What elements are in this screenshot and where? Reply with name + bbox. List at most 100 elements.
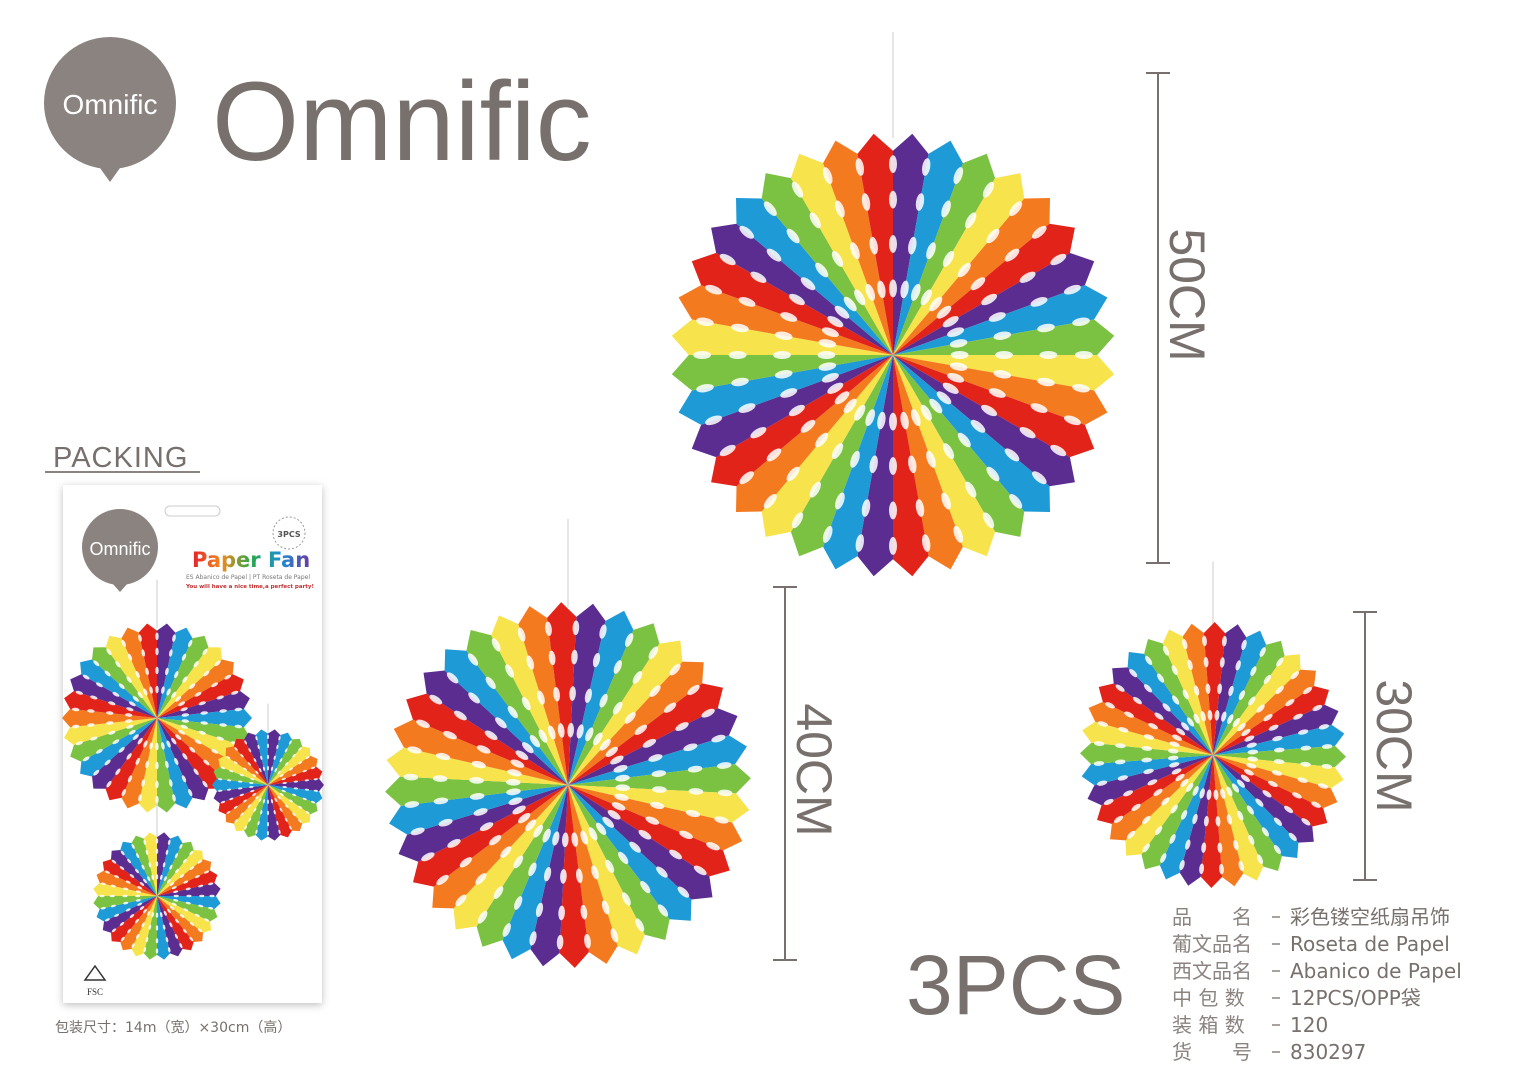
fan-segment bbox=[157, 896, 218, 922]
fan-hole bbox=[1235, 660, 1241, 671]
fan-hole bbox=[255, 770, 259, 775]
fan-hole bbox=[198, 701, 206, 706]
fan-segment bbox=[157, 674, 244, 718]
fan-segment bbox=[92, 718, 157, 789]
fan-hole bbox=[255, 795, 259, 800]
fan-hole bbox=[1221, 635, 1227, 647]
fan-hole bbox=[155, 861, 159, 867]
fan-hole bbox=[854, 289, 866, 306]
fan-hole bbox=[108, 730, 116, 735]
fan-hole bbox=[104, 670, 111, 677]
fan-segment bbox=[1125, 755, 1213, 856]
fan-segment bbox=[1213, 745, 1346, 768]
fan-segment bbox=[157, 896, 194, 951]
fan-hole bbox=[717, 789, 733, 797]
fan-segment bbox=[547, 602, 577, 785]
fan-hole bbox=[169, 864, 173, 870]
fan-hole bbox=[1032, 225, 1047, 239]
fan-hole bbox=[1199, 863, 1205, 875]
fan-hole bbox=[165, 849, 169, 855]
fan-hole bbox=[447, 838, 461, 848]
fan-hole bbox=[284, 817, 288, 822]
fan-hole bbox=[163, 876, 167, 882]
fan-hole bbox=[1228, 685, 1234, 697]
fan-hole bbox=[1063, 415, 1081, 426]
fan-hole bbox=[202, 648, 208, 656]
fan-hole bbox=[1037, 377, 1055, 387]
fan-segment bbox=[423, 670, 568, 785]
fan-hole bbox=[1244, 735, 1255, 742]
fan-hole bbox=[145, 760, 149, 769]
fan-hole bbox=[1176, 728, 1186, 736]
fan-hole bbox=[855, 534, 865, 552]
fan-hole bbox=[135, 671, 140, 679]
fan-hole bbox=[122, 894, 128, 898]
fan-hole bbox=[304, 788, 310, 791]
fan-hole bbox=[304, 779, 310, 782]
fan-hole bbox=[129, 874, 135, 878]
fan-hole bbox=[538, 729, 548, 743]
fan-hole bbox=[981, 404, 998, 417]
fan-segment bbox=[96, 896, 157, 922]
fan-hole bbox=[174, 853, 178, 858]
fan-hole bbox=[282, 781, 287, 785]
fan-hole bbox=[278, 736, 281, 741]
fan-hole bbox=[809, 481, 821, 498]
fan-hole bbox=[900, 411, 909, 430]
fan-hole bbox=[262, 766, 266, 771]
fan-hole bbox=[90, 695, 98, 700]
fan-hole bbox=[167, 878, 171, 884]
fan-hole bbox=[560, 869, 567, 884]
fan-hole bbox=[292, 753, 296, 758]
fan-hole bbox=[143, 908, 147, 914]
fan-hole bbox=[240, 812, 244, 817]
fan-hole bbox=[155, 761, 159, 770]
fan-segment bbox=[736, 355, 893, 512]
fan-hole bbox=[861, 193, 871, 211]
fan-hole bbox=[1220, 788, 1226, 799]
fan-hole bbox=[1241, 639, 1247, 651]
fan-segment bbox=[1159, 755, 1213, 880]
fan-hole bbox=[982, 181, 995, 198]
fan-hole bbox=[920, 404, 932, 421]
fan-hole bbox=[1262, 790, 1272, 798]
fan-hole bbox=[908, 236, 917, 255]
fan-hole bbox=[929, 296, 943, 312]
fan-hole bbox=[505, 778, 521, 786]
fan-segment bbox=[233, 785, 268, 832]
fan-hole bbox=[131, 943, 135, 948]
fan-hole bbox=[126, 676, 132, 683]
fan-hole bbox=[572, 620, 580, 636]
fan-hole bbox=[147, 910, 151, 916]
fan-hole bbox=[780, 388, 798, 398]
fan-hole bbox=[234, 707, 243, 712]
fan-hole bbox=[218, 778, 223, 781]
fan-segment bbox=[157, 718, 193, 809]
fan-segment bbox=[111, 896, 157, 942]
fan-hole bbox=[537, 690, 545, 705]
fan-hole bbox=[688, 788, 704, 795]
fan-hole bbox=[204, 870, 209, 874]
fan-segment bbox=[406, 693, 568, 785]
fan-hole bbox=[416, 719, 430, 728]
fan-hole bbox=[576, 868, 583, 884]
fan-hole bbox=[687, 765, 703, 773]
fan-hole bbox=[1157, 673, 1165, 683]
fan-segment bbox=[268, 785, 318, 815]
fan-hole bbox=[298, 805, 303, 809]
fan-hole bbox=[701, 708, 715, 718]
fan-hole bbox=[234, 819, 238, 823]
brand-name: Omnific bbox=[212, 59, 592, 184]
fan-hole bbox=[818, 339, 837, 348]
fan-hole bbox=[1143, 684, 1153, 693]
fan bbox=[1080, 622, 1346, 888]
fan-segment bbox=[711, 223, 893, 355]
fan-hole bbox=[1261, 827, 1269, 837]
fan-hole bbox=[648, 646, 659, 660]
fan-segment bbox=[1162, 629, 1213, 755]
fan-hole bbox=[475, 873, 487, 885]
fan-segment bbox=[568, 610, 634, 785]
fan-hole bbox=[248, 748, 252, 753]
fan-hole bbox=[284, 748, 288, 753]
fan-segment bbox=[1141, 755, 1213, 870]
